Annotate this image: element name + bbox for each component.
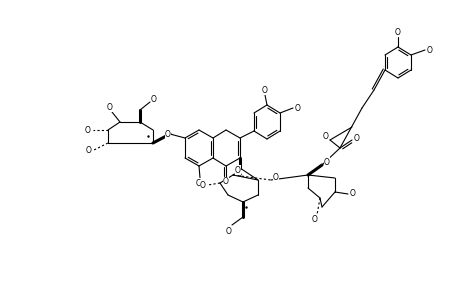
Text: O: O [311, 215, 317, 224]
Text: O: O [273, 172, 278, 182]
Text: O: O [394, 28, 400, 37]
Text: O: O [225, 226, 231, 236]
Text: O: O [323, 158, 329, 166]
Text: O: O [262, 85, 267, 94]
Text: O: O [235, 166, 241, 175]
Text: O: O [353, 134, 359, 142]
Text: O: O [223, 178, 229, 187]
Text: O: O [349, 190, 355, 199]
Text: O: O [151, 94, 157, 103]
Text: O: O [294, 103, 300, 112]
Text: O: O [86, 146, 92, 154]
Text: O: O [426, 46, 432, 55]
Text: O: O [107, 103, 113, 112]
Text: O: O [196, 178, 202, 188]
Text: O: O [85, 125, 91, 134]
Text: O: O [165, 130, 171, 139]
Text: O: O [200, 181, 206, 190]
Text: O: O [322, 131, 328, 140]
